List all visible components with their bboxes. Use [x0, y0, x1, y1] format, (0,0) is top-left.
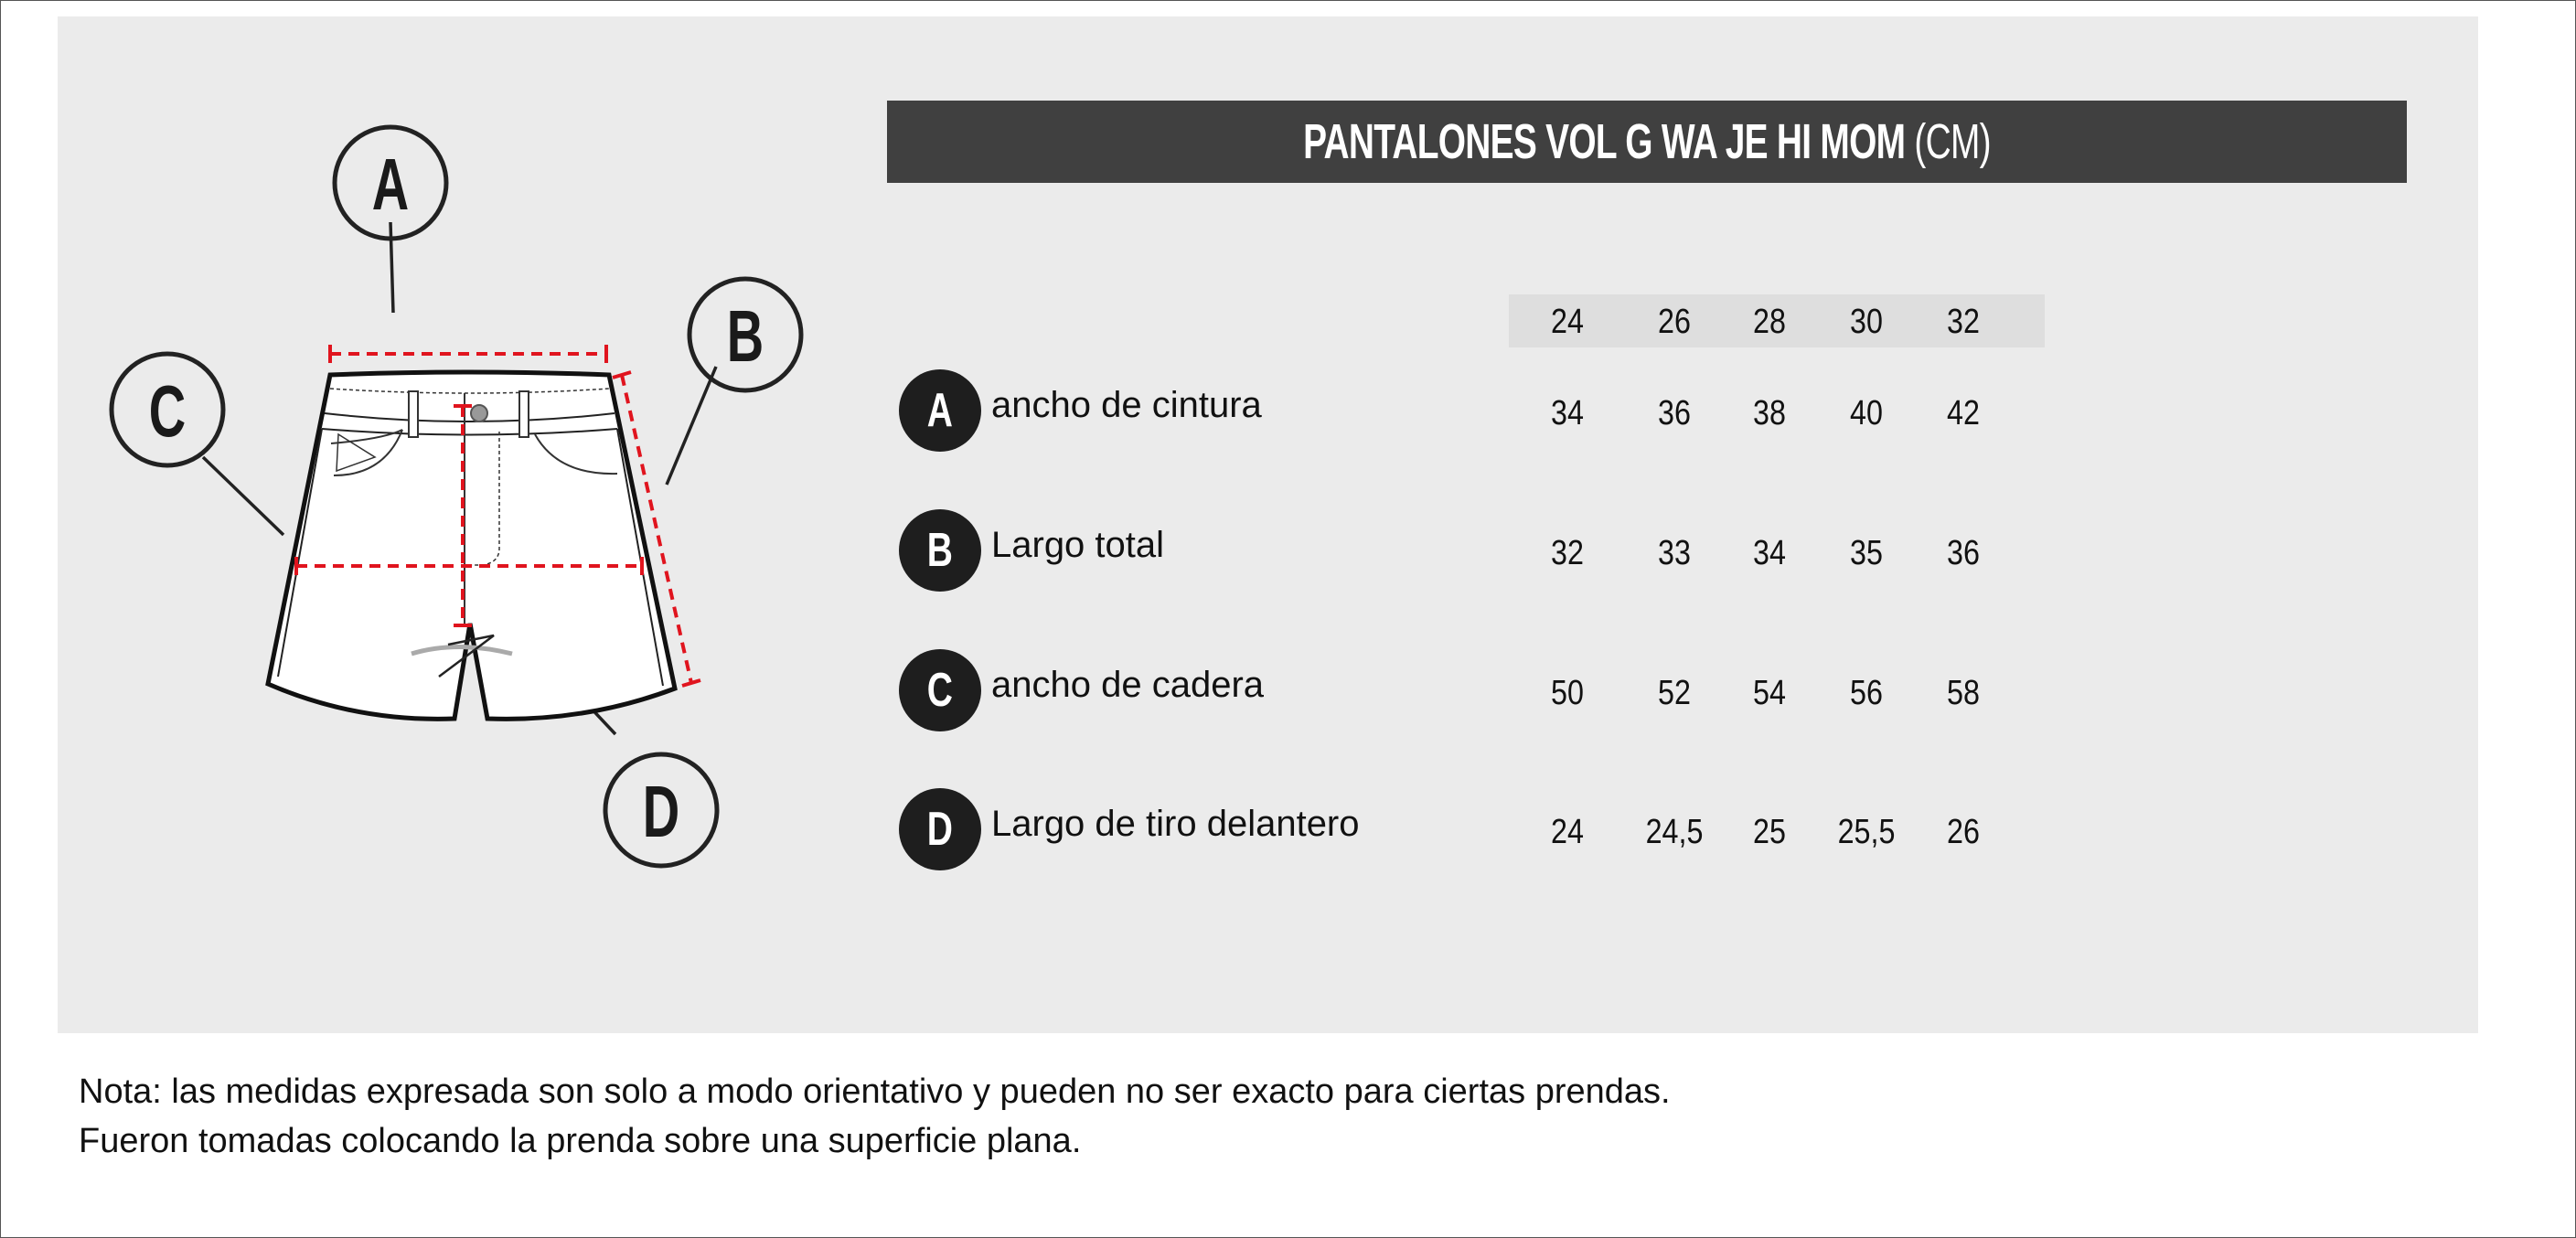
table-cell: 32 — [1551, 534, 1584, 572]
badge-letter: C — [926, 664, 954, 717]
measure-lines — [294, 345, 701, 688]
row-label: ancho de cadera — [991, 665, 1265, 705]
leader-line-b — [665, 366, 718, 486]
size-header-30: 30 — [1850, 303, 1883, 341]
row-badge-d: D — [899, 788, 981, 870]
row-badge-a: A — [899, 369, 981, 452]
table-cell: 25,5 — [1837, 813, 1896, 851]
size-header-28: 28 — [1753, 303, 1786, 341]
table-cell: 52 — [1658, 674, 1691, 712]
table-cell: 36 — [1658, 394, 1691, 432]
table-cell: 26 — [1947, 813, 1980, 851]
size-header-row — [1509, 294, 2045, 347]
table-cell: 25 — [1753, 813, 1786, 851]
note-line-1: Nota: las medidas expresada son solo a m… — [79, 1073, 1671, 1111]
leader-line-a — [389, 221, 395, 314]
row-label: ancho de cintura — [991, 385, 1262, 425]
leader-line-c — [201, 455, 285, 537]
title-text: PANTALONES VOL G WA JE HI MOM — [1303, 114, 1906, 169]
row-badge-c: C — [899, 649, 981, 731]
callout-circle-b — [687, 276, 804, 393]
badge-letter: D — [926, 803, 954, 856]
table-cell: 40 — [1850, 394, 1883, 432]
callout-circle-c — [109, 351, 226, 468]
callout-circle-d — [603, 752, 720, 869]
table-cell: 54 — [1753, 674, 1786, 712]
table-cell: 36 — [1947, 534, 1980, 572]
table-cell: 56 — [1850, 674, 1883, 712]
size-header-24: 24 — [1551, 303, 1584, 341]
note-line-2: Fueron tomadas colocando la prenda sobre… — [79, 1122, 1082, 1160]
table-cell: 34 — [1753, 534, 1786, 572]
callout-letter-d: D — [643, 770, 679, 852]
row-label: Largo de tiro delantero — [991, 804, 1360, 844]
badge-letter: A — [926, 384, 954, 437]
callout-letter-a: A — [372, 143, 409, 225]
callout-letter-c: C — [149, 369, 186, 452]
table-cell: 42 — [1947, 394, 1980, 432]
table-cell: 38 — [1753, 394, 1786, 432]
callout-letter-b: B — [727, 294, 764, 377]
title-bar: PANTALONES VOL G WA JE HI MOM (CM) — [887, 101, 2407, 183]
row-label: Largo total — [991, 525, 1165, 565]
measure-line-b — [620, 374, 693, 684]
table-cell: 58 — [1947, 674, 1980, 712]
table-cell: 33 — [1658, 534, 1691, 572]
size-header-26: 26 — [1658, 303, 1691, 341]
table-cell: 35 — [1850, 534, 1883, 572]
page-title: PANTALONES VOL G WA JE HI MOM (CM) — [1303, 113, 1991, 170]
badge-letter: B — [926, 524, 954, 577]
table-cell: 24 — [1551, 813, 1584, 851]
table-cell: 50 — [1551, 674, 1584, 712]
shorts-diagram: A B C D — [109, 124, 804, 869]
table-cell: 24,5 — [1645, 813, 1704, 851]
table-cell: 34 — [1551, 394, 1584, 432]
shorts-drawing — [265, 369, 678, 721]
title-unit: (CM) — [1914, 114, 1991, 169]
row-badge-b: B — [899, 509, 981, 592]
size-header-32: 32 — [1947, 303, 1980, 341]
